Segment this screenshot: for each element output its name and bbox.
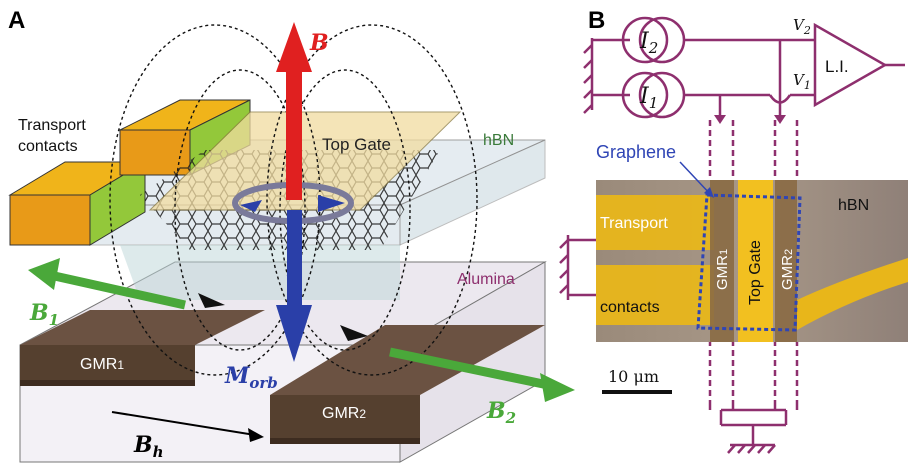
panel-b: B (559, 7, 908, 454)
gmr1-label: GMR1 (80, 356, 124, 373)
gmr1-micro-label: GMR1 (714, 249, 731, 290)
dipole-marker-2 (340, 325, 368, 341)
transport-contacts-label-line1: Transport (18, 117, 86, 134)
b-field-label: B (309, 30, 329, 56)
graphene-label: Graphene (596, 142, 676, 162)
scale-bar-label: 10 μm (608, 367, 659, 386)
bh-label: Bh (133, 432, 164, 461)
b2-label: B2 (486, 398, 516, 427)
lock-in-label: L.I. (825, 57, 849, 76)
i1-label: I1 (639, 84, 658, 112)
transport-contacts-label-line2: contacts (18, 138, 78, 155)
transport-label: Transport (600, 215, 668, 232)
b-field-arrow (276, 22, 312, 200)
current-arrow-2 (774, 115, 786, 124)
micrograph (596, 180, 908, 342)
dipole-marker-1 (198, 293, 225, 308)
b1-label: B1 (29, 300, 59, 329)
alumina-label: Alumina (457, 271, 515, 288)
gmr1-pad (20, 310, 265, 386)
m-orb-label: Morb (224, 363, 278, 392)
gmr2-label: GMR2 (322, 405, 366, 422)
v2-label: V2 (793, 16, 811, 37)
m-orb-arrow (276, 210, 312, 362)
graphene-pointer-head (704, 187, 714, 198)
top-gate-micro-label: Top Gate (747, 240, 764, 305)
current-arrow-1 (714, 115, 726, 124)
panel-b-label: B (588, 7, 605, 34)
scale-bar (602, 390, 672, 394)
v1-label: V1 (793, 71, 811, 92)
top-gate-label: Top Gate (322, 135, 391, 154)
hbn-micro-label: hBN (838, 197, 869, 214)
contacts-label: contacts (600, 299, 660, 316)
gmr2-micro-label: GMR2 (779, 249, 796, 290)
i2-label: I2 (639, 29, 658, 57)
b1-arrow (28, 258, 186, 310)
panel-a-label: A (8, 7, 25, 34)
panel-a: A (8, 7, 575, 463)
hbn-label: hBN (483, 132, 514, 149)
b2-arrow (389, 347, 575, 402)
bh-arrow (111, 411, 264, 442)
